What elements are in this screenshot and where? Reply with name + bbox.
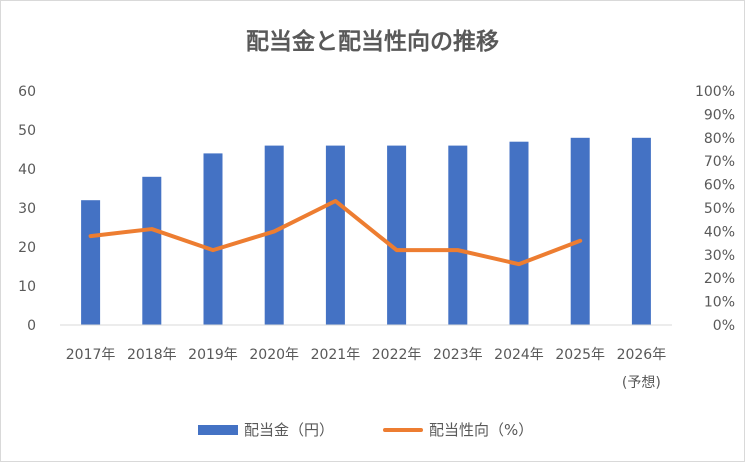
legend-item-payout: 配当性向（%）	[383, 419, 533, 440]
x-tick-label: 2024年	[494, 347, 544, 363]
y-right-tick-label: 80%	[704, 131, 735, 147]
y-left-tick-label: 30	[18, 201, 36, 217]
y-left-tick-label: 60	[18, 84, 36, 100]
y-right-tick-label: 20%	[704, 271, 735, 287]
x-tick-label: 2022年	[372, 347, 422, 363]
y-right-tick-label: 0%	[713, 318, 735, 334]
y-left-tick-label: 40	[18, 162, 36, 178]
y-right-tick-label: 100%	[695, 84, 735, 100]
y-left-tick-label: 20	[18, 240, 36, 256]
legend-label-dividend: 配当金（円）	[244, 421, 335, 439]
bar-series	[81, 137, 651, 325]
y-right-tick-label: 70%	[704, 154, 735, 170]
x-tick-label: 2025年	[555, 347, 605, 363]
x-tick-sublabel: (予想)	[622, 375, 661, 391]
y-right-tick-label: 90%	[704, 107, 735, 123]
bar	[325, 145, 345, 325]
payout-ratio-line	[88, 198, 583, 267]
y-right-tick-label: 50%	[704, 201, 735, 217]
x-tick-label: 2020年	[249, 347, 299, 363]
bar	[448, 145, 468, 325]
chart-title: 配当金と配当性向の推移	[246, 29, 499, 55]
y-right-tick-label: 30%	[704, 248, 735, 264]
x-tick-label: 2021年	[311, 347, 361, 363]
x-tick-label: 2017年	[66, 347, 116, 363]
legend-swatch-bar	[198, 424, 238, 435]
bar	[570, 137, 590, 325]
y-left-tick-label: 0	[27, 318, 36, 334]
legend: 配当金（円） 配当性向（%）	[0, 419, 745, 443]
y-left-tick-label: 10	[18, 279, 36, 295]
bar	[142, 176, 162, 325]
bar	[387, 145, 407, 325]
bar	[81, 200, 101, 325]
bar	[631, 137, 651, 325]
x-tick-label: 2023年	[433, 347, 483, 363]
x-tick-label: 2026年	[617, 347, 667, 363]
legend-item-dividend: 配当金（円）	[198, 419, 334, 440]
category-labels: 2017年 2018年 2019年 2020年 2021年 2022年 2023年 2024年…	[66, 347, 666, 391]
x-tick-label: 2019年	[188, 347, 238, 363]
right-axis: 0% 10% 20% 30% 40% 50% 60% 70% 80% 90% 100%	[695, 84, 735, 334]
legend-label-payout: 配当性向（%）	[429, 421, 534, 439]
y-right-tick-label: 60%	[704, 178, 735, 194]
line-series	[88, 198, 583, 267]
bar	[264, 145, 284, 325]
left-axis: 0 10 20 30 40 50 60	[18, 84, 36, 334]
bar	[203, 153, 223, 325]
x-tick-label: 2018年	[127, 347, 177, 363]
bar	[509, 141, 529, 325]
legend-swatch-line	[383, 427, 423, 432]
y-left-tick-label: 50	[18, 123, 36, 139]
y-right-tick-label: 10%	[704, 295, 735, 311]
y-right-tick-label: 40%	[704, 224, 735, 240]
